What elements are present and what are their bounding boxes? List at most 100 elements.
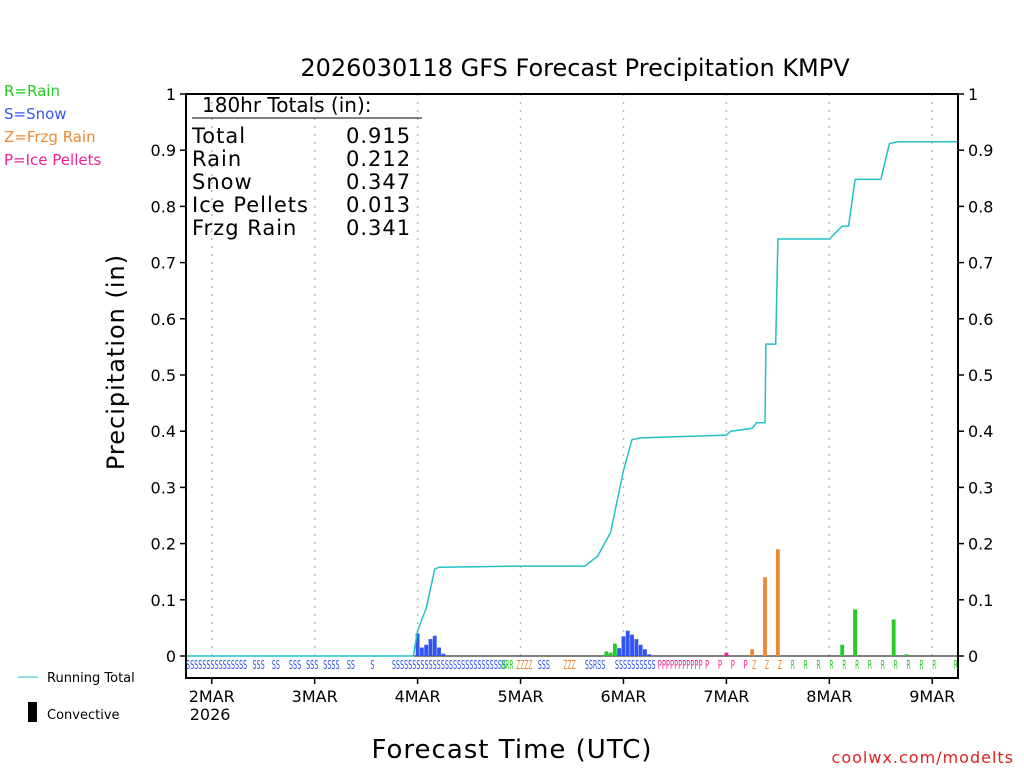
y-tick-label-right-6: 0.6 [968,310,993,329]
running-total-line [186,141,958,657]
type-strip-run-32: R [907,658,911,672]
precip-bar-15 [638,644,643,656]
y-tick-label-left-1: 0.1 [151,591,176,610]
type-strip-run-25: R [816,658,820,672]
type-strip-run-28: R [855,658,859,672]
type-strip-run-13: SSRSS [585,658,605,672]
y-tick-label-right-5: 0.5 [968,366,993,385]
totals-value-3: 0.013 [346,193,411,217]
precip-bar-9 [612,643,617,656]
legend-type-P: P=Ice Pellets [4,151,101,169]
totals-label-0: Total [191,124,246,148]
type-strip-run-3: SSS [289,658,301,672]
totals-value-2: 0.347 [346,170,411,194]
type-strip-run-29: R [868,658,872,672]
y-tick-label-left-5: 0.5 [151,366,176,385]
precip-bar-24 [891,619,896,656]
type-strip-run-4: SSS [306,658,318,672]
y-tick-label-right-9: 0.9 [968,141,993,160]
x-tick-label-2: 4MAR [395,687,441,706]
precip-bar-0 [415,633,420,656]
y-tick-label-left-10: 1 [166,85,176,104]
x-tick-label-3: 5MAR [498,687,544,706]
y-tick-label-left-0: 0 [166,647,176,666]
type-strip-run-35: R [954,658,958,672]
precip-bar-12 [625,630,630,656]
type-strip-run-11: SSS [538,658,550,672]
precip-bar-19 [750,649,755,656]
x-tick-label-6: 8MAR [806,687,852,706]
precip-type-strip: SSSSSSSSSSSSSSS SSS SS SSS SSS SSSS SS S SSSSSSS… [186,658,958,672]
precip-bar-6 [441,653,446,656]
running-total-line-group [186,141,958,657]
y-tick-label-right-8: 0.8 [968,197,993,216]
type-strip-run-9: RRR [501,658,513,672]
precip-bar-8 [608,652,613,656]
type-strip-run-30: R [881,658,885,672]
precip-type-legend: R=Rain S=Snow Z=Frzg Rain P=Ice Pellets [4,82,101,169]
type-strip-run-26: R [829,658,833,672]
type-strip-run-20: Z [752,658,756,672]
precip-bar-1 [419,647,424,656]
type-strip-run-14: SSSSSSSSSS [615,658,656,672]
running-total-label: Running Total [47,671,135,686]
totals-value-0: 0.915 [346,124,411,148]
type-strip-run-7: S [370,658,374,672]
precip-bar-21 [775,549,780,656]
type-strip-run-22: Z [778,658,782,672]
type-strip-run-1: SSS [252,658,264,672]
y-tick-label-left-6: 0.6 [151,310,176,329]
grid-lines [186,94,958,657]
totals-heading: 180hr Totals (in): [202,93,372,117]
totals-label-3: Ice Pellets [192,193,309,217]
precip-bar-18 [724,652,729,656]
type-strip-run-33: R [919,658,923,672]
y-tick-label-left-3: 0.3 [151,478,176,497]
chart-title: 2026030118 GFS Forecast Precipitation KM… [300,54,850,82]
y-tick-label-right-2: 0.2 [968,535,993,554]
totals-label-4: Frzg Rain [192,216,297,240]
type-strip-run-6: SS [347,658,355,672]
totals-label-2: Snow [192,170,253,194]
type-strip-run-15: PPPPPPPPPPP [658,658,703,672]
x-tick-label-0: 2MAR [189,687,235,706]
type-strip-run-24: R [804,658,808,672]
precip-bar-16 [642,649,647,656]
footer-credit: coolwx.com/modelts [832,748,1014,767]
precip-bar-23 [853,609,857,656]
precip-bar-3 [428,639,433,656]
totals-value-1: 0.212 [346,147,411,171]
type-strip-run-5: SSSS [323,658,339,672]
type-strip-run-10: ZZZZ [516,658,532,672]
totals-value-4: 0.341 [346,216,411,240]
type-strip-run-21: Z [765,658,769,672]
precip-bar-22 [840,644,845,656]
y-tick-label-right-0: 0 [968,647,978,666]
precip-bar-2 [424,644,429,656]
y-tick-label-left-2: 0.2 [151,535,176,554]
precip-bar-4 [432,635,437,656]
totals-label-1: Rain [192,147,242,171]
precip-bar-14 [634,639,639,656]
precip-bar-13 [630,634,634,656]
precip-bar-25 [904,654,909,656]
y-tick-label-left-7: 0.7 [151,254,176,273]
type-strip-run-17: P [718,658,722,672]
convective-label: Convective [47,708,120,723]
legend-type-S: S=Snow [4,105,67,123]
x-tick-label-1: 3MAR [292,687,338,706]
x-tick-label-7: 9MAR [909,687,955,706]
legend-convective: Convective [28,702,120,723]
precip-bar-7 [604,651,609,656]
y-axis-ticks: 0 0 0.1 0.1 0.2 0.2 0.3 0.3 0.4 0.4 0.5 0.5 0.6 0.6 0.… [151,85,994,666]
convective-swatch [28,702,37,722]
legend-type-R: R=Rain [4,82,60,100]
precip-bar-17 [647,654,652,656]
legend-running-total: Running Total [18,671,135,686]
precip-bar-10 [617,648,622,656]
y-tick-label-left-9: 0.9 [151,141,176,160]
type-strip-run-8: SSSSSSSSSSSSSSSSSSSSSSSSSSSS [392,658,506,672]
y-tick-label-right-3: 0.3 [968,478,993,497]
